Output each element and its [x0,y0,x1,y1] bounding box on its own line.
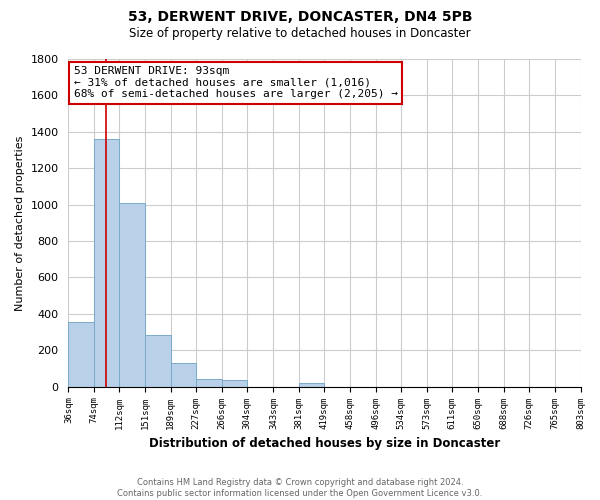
Bar [94,139,119,386]
Bar [170,364,196,386]
Bar [68,322,94,386]
Text: Contains HM Land Registry data © Crown copyright and database right 2024.
Contai: Contains HM Land Registry data © Crown c… [118,478,482,498]
Bar [299,383,324,386]
Text: 53 DERWENT DRIVE: 93sqm
← 31% of detached houses are smaller (1,016)
68% of semi: 53 DERWENT DRIVE: 93sqm ← 31% of detache… [74,66,398,100]
Bar [145,335,170,386]
Y-axis label: Number of detached properties: Number of detached properties [15,135,25,310]
Bar [222,380,247,386]
Bar [196,379,222,386]
X-axis label: Distribution of detached houses by size in Doncaster: Distribution of detached houses by size … [149,437,500,450]
Text: Size of property relative to detached houses in Doncaster: Size of property relative to detached ho… [129,28,471,40]
Text: 53, DERWENT DRIVE, DONCASTER, DN4 5PB: 53, DERWENT DRIVE, DONCASTER, DN4 5PB [128,10,472,24]
Bar [119,203,145,386]
